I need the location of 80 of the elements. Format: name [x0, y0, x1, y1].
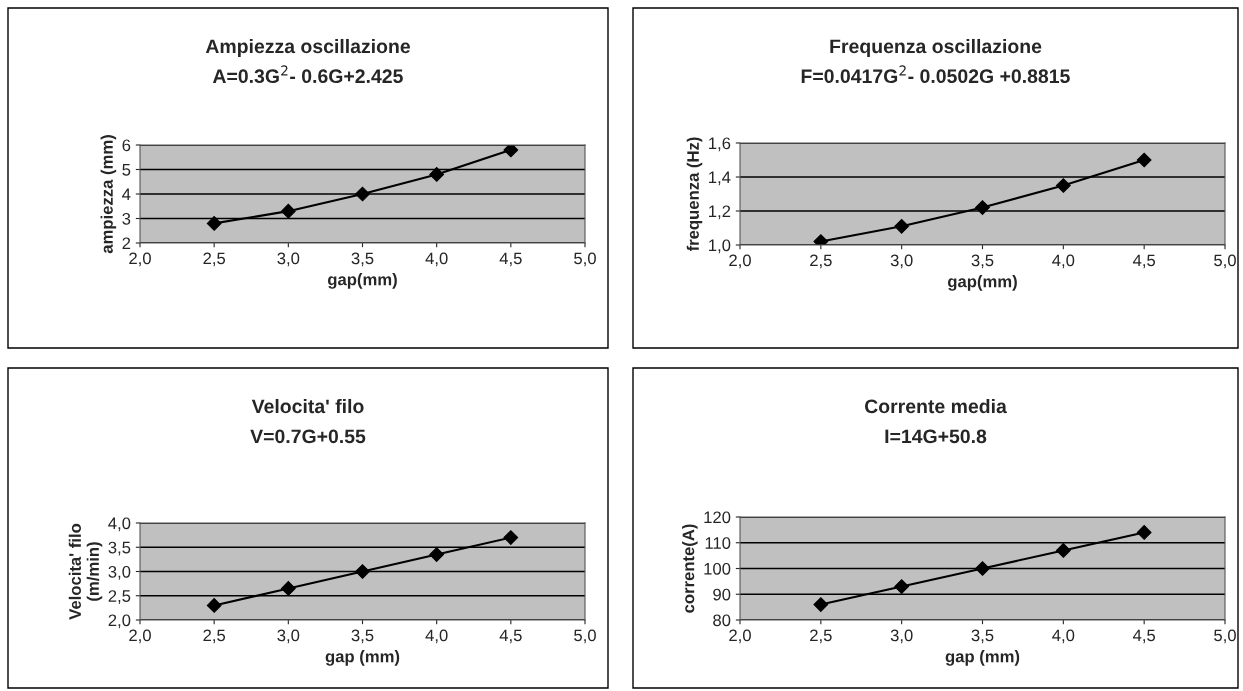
x-tick-label: 5,0 — [1214, 629, 1236, 644]
y-axis-title: corrente(A) — [682, 524, 698, 613]
point — [975, 200, 990, 215]
x-tick-label: 2,0 — [729, 254, 751, 269]
point — [503, 145, 519, 158]
y-tick-label: 90 — [713, 588, 731, 601]
point — [280, 203, 296, 219]
chart-subtitle: A=0.3G$^{2}$- 0.6G+2.425 — [212, 65, 403, 84]
chart-subtitle: I=14G+50.8 — [885, 429, 987, 444]
y-tick-label: 3 — [122, 212, 131, 225]
point — [355, 186, 370, 202]
x-tick-label: 4,5 — [1132, 254, 1156, 269]
chart-subtitle: V=0.7G+0.55 — [250, 429, 366, 444]
y-tick-label: 1,0 — [709, 239, 731, 254]
x-tick-label: 3,5 — [351, 629, 374, 644]
x-tick-label: 3,5 — [971, 254, 994, 269]
chart-title: Ampiezza oscillazione — [205, 38, 410, 58]
x-tick-label: 5,0 — [1214, 254, 1236, 269]
point — [975, 561, 990, 576]
x-axis-title: gap (mm) — [325, 650, 400, 666]
chart-subtitle: F=0.0417G$^{2}$- 0.0502G +0.8815 — [801, 65, 1070, 84]
point — [1055, 178, 1071, 193]
point — [503, 530, 519, 545]
x-tick-label: 4,0 — [425, 252, 448, 267]
point — [894, 579, 910, 594]
y-tick-label: 120 — [704, 511, 731, 524]
chart-title: Velocita' filo — [251, 398, 364, 414]
y-axis-title: frequenza (Hz) — [686, 137, 703, 252]
point — [894, 218, 910, 234]
y-tick-label: 3,0 — [108, 565, 131, 580]
x-tick-label: 5,0 — [574, 629, 596, 644]
x-axis-title: gap(mm) — [948, 275, 1017, 291]
y-tick-label: 4 — [122, 188, 131, 201]
chart-title: Frequenza oscillazione — [830, 38, 1042, 58]
y-tick-label: 2 — [122, 237, 131, 250]
y-tick-label: 2,5 — [108, 590, 131, 604]
y-axis-title: Velocita' filo (m/min) — [68, 523, 103, 620]
y-tick-label: 5 — [122, 164, 131, 176]
y-tick-label: 80 — [713, 614, 731, 627]
x-tick-label: 3,5 — [351, 252, 374, 267]
y-tick-label: 110 — [705, 537, 731, 549]
point — [280, 581, 296, 596]
y-tick-label: 6 — [122, 139, 131, 152]
y-tick-label: 4,0 — [108, 517, 131, 532]
point — [429, 547, 445, 562]
point — [355, 564, 370, 579]
x-tick-label: 4,0 — [1052, 629, 1075, 644]
x-tick-label: 4,0 — [1052, 254, 1075, 269]
x-tick-label: 2,5 — [810, 629, 832, 644]
x-tick-label: 5,0 — [574, 252, 596, 267]
x-tick-label: 2,5 — [203, 252, 226, 267]
point — [813, 597, 829, 612]
point — [429, 167, 445, 182]
x-tick-label: 2,5 — [810, 254, 832, 269]
y-tick-label: 3,5 — [108, 541, 131, 556]
y-tick-label: 2,0 — [108, 614, 131, 629]
y-tick-label: 1,2 — [709, 205, 731, 220]
x-axis-title: gap(mm) — [328, 273, 397, 289]
x-tick-label: 2,5 — [203, 629, 226, 644]
x-tick-label: 3,5 — [971, 629, 994, 644]
x-tick-label: 4,5 — [499, 629, 522, 644]
y-tick-label: 1,6 — [709, 137, 731, 152]
x-axis-title: gap (mm) — [945, 650, 1020, 666]
x-tick-label: 3,0 — [890, 629, 913, 644]
point — [206, 216, 222, 231]
x-tick-label: 2,0 — [729, 629, 751, 644]
y-axis-title: ampiezza (mm) — [100, 135, 117, 254]
point — [206, 598, 222, 613]
y-tick-label: 100 — [704, 562, 731, 575]
x-tick-label: 4,5 — [1132, 629, 1156, 644]
x-tick-label: 3,0 — [277, 629, 300, 644]
chart-title: Corrente media — [864, 398, 1007, 414]
y-tick-label: 1,4 — [709, 171, 731, 186]
x-tick-label: 3,0 — [890, 254, 913, 269]
point — [1136, 152, 1152, 168]
x-tick-label: 4,5 — [499, 252, 522, 267]
point — [1136, 525, 1152, 540]
point — [1055, 543, 1071, 558]
x-tick-label: 3,0 — [277, 252, 300, 267]
x-tick-label: 4,0 — [425, 629, 448, 644]
